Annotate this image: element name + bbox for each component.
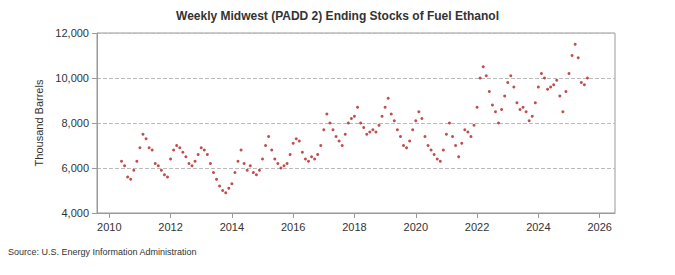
svg-text:Thousand Barrels: Thousand Barrels <box>33 79 45 166</box>
svg-text:10,000: 10,000 <box>55 72 89 84</box>
svg-text:2012: 2012 <box>158 221 182 233</box>
svg-text:2026: 2026 <box>587 221 611 233</box>
svg-text:2018: 2018 <box>342 221 366 233</box>
svg-text:6,000: 6,000 <box>61 162 89 174</box>
svg-text:2022: 2022 <box>465 221 489 233</box>
svg-text:8,000: 8,000 <box>61 117 89 129</box>
svg-text:Weekly Midwest (PADD 2) Ending: Weekly Midwest (PADD 2) Ending Stocks of… <box>176 9 499 23</box>
svg-text:12,000: 12,000 <box>55 27 89 39</box>
svg-text:Source: U.S. Energy Informatio: Source: U.S. Energy Information Administ… <box>8 247 197 257</box>
svg-text:4,000: 4,000 <box>61 207 89 219</box>
svg-text:2010: 2010 <box>97 221 121 233</box>
svg-text:2016: 2016 <box>281 221 305 233</box>
svg-text:2020: 2020 <box>404 221 428 233</box>
svg-text:2024: 2024 <box>526 221 550 233</box>
svg-text:2014: 2014 <box>220 221 244 233</box>
